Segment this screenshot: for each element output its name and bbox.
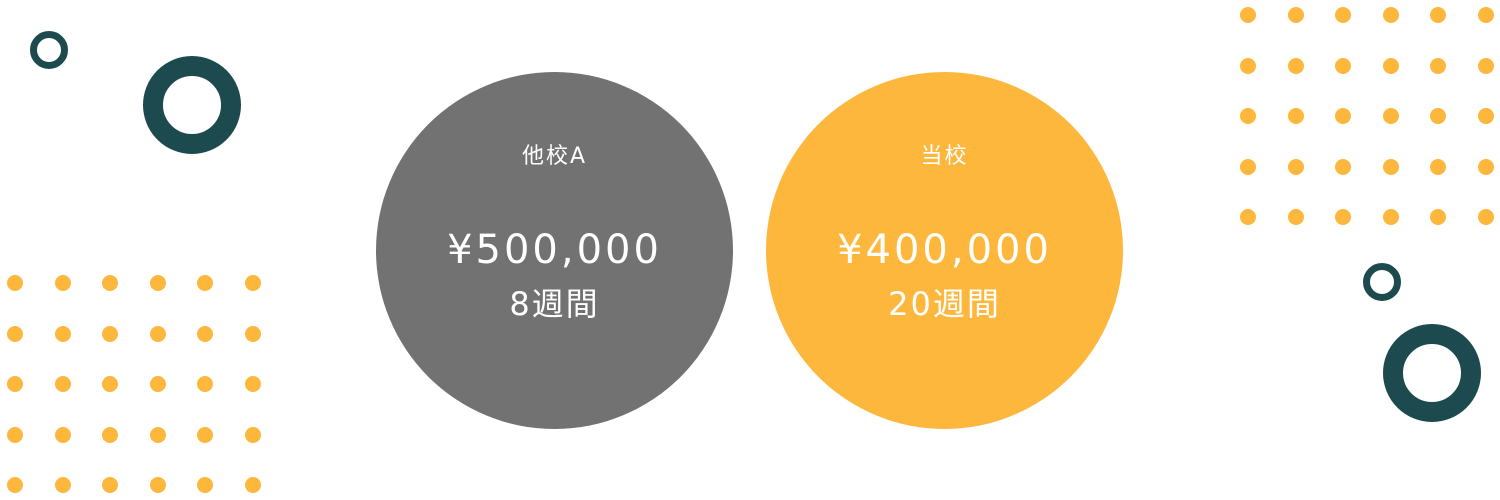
dot-icon	[1287, 7, 1304, 23]
dot-icon	[1240, 7, 1256, 23]
dot-icon	[7, 275, 23, 291]
dot-pattern-bottom-left	[7, 275, 261, 493]
other-school-card: 他校A ¥500,000 8週間	[376, 72, 733, 429]
dot-icon	[102, 376, 118, 392]
dot-icon	[7, 426, 23, 443]
dot-icon	[7, 325, 23, 342]
dot-icon	[244, 376, 261, 392]
dot-icon	[1382, 57, 1399, 74]
dot-icon	[102, 275, 118, 291]
dot-icon	[1240, 209, 1256, 225]
our-school-name: 当校	[920, 144, 969, 169]
ring-icon	[1363, 263, 1401, 301]
dot-icon	[1477, 209, 1494, 225]
dot-icon	[197, 376, 213, 392]
dot-icon	[54, 275, 71, 291]
dot-icon	[7, 477, 23, 493]
dot-icon	[197, 275, 213, 291]
dot-icon	[149, 325, 166, 342]
dot-icon	[1240, 108, 1256, 124]
dot-icon	[1430, 108, 1446, 124]
dot-icon	[149, 376, 166, 392]
dot-icon	[197, 477, 213, 493]
dot-icon	[149, 477, 166, 493]
our-school-duration: 20週間	[888, 285, 1001, 323]
dot-icon	[1382, 7, 1399, 23]
dot-icon	[244, 426, 261, 443]
dot-icon	[244, 325, 261, 342]
dot-icon	[1430, 7, 1446, 23]
dot-icon	[1287, 209, 1304, 225]
dot-icon	[244, 477, 261, 493]
other-school-price: ¥500,000	[447, 227, 662, 273]
dot-icon	[102, 477, 118, 493]
dot-icon	[102, 426, 118, 443]
dot-icon	[1477, 158, 1494, 175]
dot-icon	[1240, 158, 1256, 175]
dot-icon	[1477, 108, 1494, 124]
dot-icon	[54, 376, 71, 392]
dot-icon	[1335, 209, 1351, 225]
dot-icon	[1335, 158, 1351, 175]
dot-icon	[1287, 108, 1304, 124]
dot-icon	[7, 376, 23, 392]
dot-icon	[1430, 57, 1446, 74]
ring-icon	[1383, 324, 1481, 422]
dot-icon	[197, 325, 213, 342]
dot-icon	[1382, 108, 1399, 124]
ring-icon	[30, 31, 68, 69]
dot-icon	[54, 426, 71, 443]
dot-icon	[244, 275, 261, 291]
dot-icon	[1430, 209, 1446, 225]
dot-icon	[1382, 209, 1399, 225]
dot-icon	[149, 426, 166, 443]
dot-pattern-top-right	[1240, 7, 1494, 225]
dot-icon	[1477, 7, 1494, 23]
other-school-duration: 8週間	[509, 285, 600, 323]
dot-icon	[1287, 158, 1304, 175]
our-school-card: 当校 ¥400,000 20週間	[766, 72, 1123, 429]
dot-icon	[1287, 57, 1304, 74]
dot-icon	[54, 477, 71, 493]
dot-icon	[1382, 158, 1399, 175]
dot-icon	[102, 325, 118, 342]
dot-icon	[54, 325, 71, 342]
dot-icon	[1335, 7, 1351, 23]
ring-icon	[143, 56, 241, 154]
dot-icon	[1240, 57, 1256, 74]
dot-icon	[1477, 57, 1494, 74]
dot-icon	[1430, 158, 1446, 175]
dot-icon	[149, 275, 166, 291]
dot-icon	[1335, 108, 1351, 124]
other-school-name: 他校A	[521, 144, 588, 169]
dot-icon	[1335, 57, 1351, 74]
dot-icon	[197, 426, 213, 443]
our-school-price: ¥400,000	[837, 227, 1052, 273]
